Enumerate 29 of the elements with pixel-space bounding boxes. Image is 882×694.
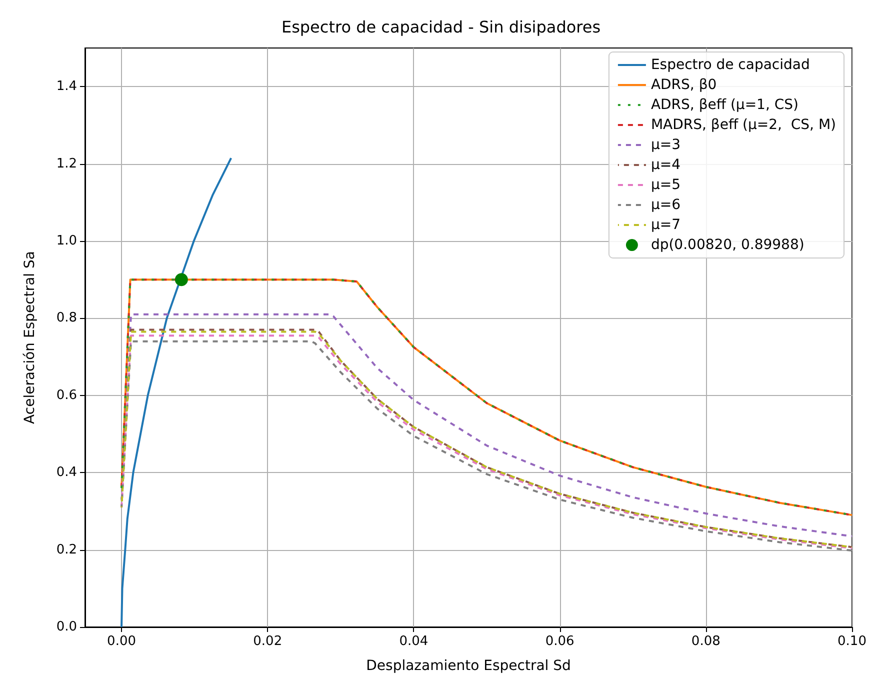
- y-tick-label: 1.0: [56, 234, 77, 248]
- x-tick-label: 0.02: [253, 634, 282, 649]
- y-tick-label: 0.2: [56, 542, 77, 558]
- y-tick-label: 0.6: [56, 388, 77, 403]
- y-axis-title: Aceleración Espectral Sa: [22, 251, 38, 424]
- x-tick-label: 0.00: [107, 634, 136, 649]
- y-tick-label: 1.2: [56, 156, 77, 172]
- legend-label: dp(0.00820, 0.89988): [650, 237, 804, 253]
- legend-label: μ=6: [650, 197, 681, 213]
- legend-label: ADRS, βeff (μ=1, CS): [650, 97, 798, 113]
- legend-label: Espectro de capacidad: [650, 57, 810, 73]
- legend-label: ADRS, β0: [650, 77, 717, 93]
- legend-label: μ=7: [650, 217, 680, 233]
- legend-label: μ=5: [650, 177, 680, 193]
- x-tick-label: 0.06: [545, 634, 574, 649]
- line-series: [120, 157, 232, 628]
- legend-label: MADRS, βeff (μ=2, CS, M): [650, 117, 836, 133]
- y-tick-label: 0.0: [56, 620, 77, 634]
- x-tick-label: 0.04: [399, 634, 428, 649]
- chart-title: Espectro de capacidad - Sin disipadores: [281, 18, 601, 36]
- y-tick-label: 1.4: [56, 79, 77, 94]
- x-tick-label: 0.08: [691, 634, 720, 649]
- y-tick-label: 0.4: [56, 465, 77, 480]
- x-tick-label: 0.10: [838, 634, 866, 649]
- line-series: [120, 278, 853, 516]
- legend-label: μ=3: [650, 137, 680, 153]
- legend-label: μ=4: [650, 157, 681, 173]
- x-axis-title: Desplazamiento Espectral Sd: [366, 658, 571, 674]
- y-tick-label: 0.8: [56, 310, 77, 326]
